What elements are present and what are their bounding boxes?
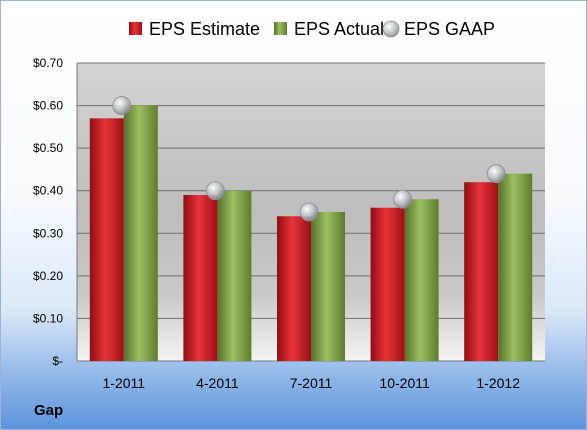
eps-actual-bar — [311, 212, 345, 361]
x-tick-label: 1-2012 — [476, 375, 520, 391]
eps-gaap-marker — [299, 202, 319, 222]
x-tick-label: 7-2011 — [290, 375, 333, 391]
y-tick-label: $0.30 — [33, 226, 63, 240]
eps-actual-bar — [123, 105, 158, 361]
eps-actual-legend-swatch — [274, 22, 287, 35]
eps-estimate-bar — [89, 118, 124, 361]
x-tick-label: 1-2011 — [103, 375, 146, 391]
eps-gaap-marker — [205, 181, 225, 201]
eps-estimate-bar — [370, 207, 405, 361]
eps-gaap-marker — [486, 164, 506, 184]
company-name: Gap — [34, 402, 64, 419]
y-tick-label: $- — [52, 354, 63, 368]
eps-gaap-marker — [393, 189, 413, 209]
eps-actual-bar — [498, 173, 533, 361]
y-tick-label: $0.60 — [33, 99, 63, 113]
x-tick-label: 10-2011 — [379, 375, 430, 391]
y-tick-label: $0.50 — [33, 141, 63, 155]
eps-gaap-marker — [112, 96, 132, 115]
eps-estimate-bar — [464, 182, 499, 361]
eps-estimate-bar — [183, 194, 218, 361]
y-tick-label: $0.20 — [33, 269, 63, 283]
eps-gaap-legend-swatch — [382, 20, 400, 38]
legend-label: EPS Actual — [294, 19, 384, 39]
y-tick-label: $0.10 — [33, 311, 63, 325]
eps-actual-bar — [404, 199, 439, 361]
legend-label: EPS GAAP — [404, 19, 495, 39]
y-tick-label: $0.70 — [33, 56, 63, 70]
x-tick-label: 4-2011 — [196, 375, 239, 391]
eps-estimate-legend-swatch — [129, 22, 142, 35]
y-tick-label: $0.40 — [33, 184, 63, 198]
eps-estimate-bar — [277, 216, 311, 361]
legend-label: EPS Estimate — [149, 19, 260, 39]
eps-actual-bar — [217, 190, 252, 361]
